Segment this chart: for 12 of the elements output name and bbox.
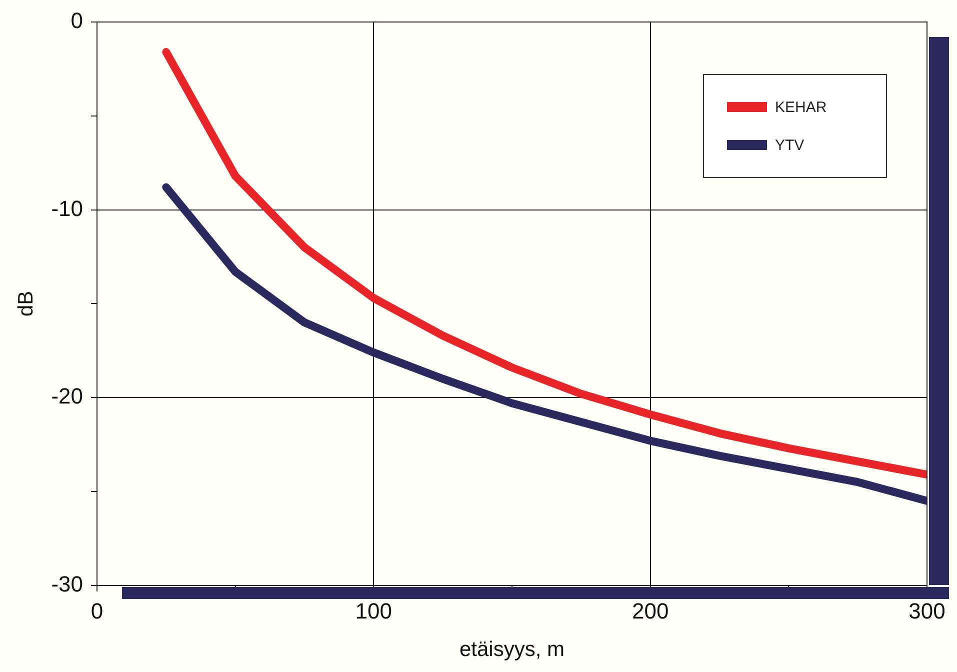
y-tick-label: 0: [70, 8, 83, 34]
x-axis-title: etäisyys, m: [459, 638, 565, 662]
x-tick-label: 200: [632, 598, 669, 624]
y-axis-title: dB: [14, 290, 38, 317]
y-tick-label: -30: [51, 571, 83, 596]
y-tick-label: -10: [51, 196, 83, 221]
legend-label: YTV: [775, 136, 804, 154]
x-tick-label: 300: [908, 598, 946, 624]
legend-label: KEHAR: [775, 98, 827, 116]
x-tick-label: 0: [90, 598, 104, 624]
y-tick-label: -20: [51, 384, 83, 409]
x-tick-label: 100: [355, 598, 392, 624]
